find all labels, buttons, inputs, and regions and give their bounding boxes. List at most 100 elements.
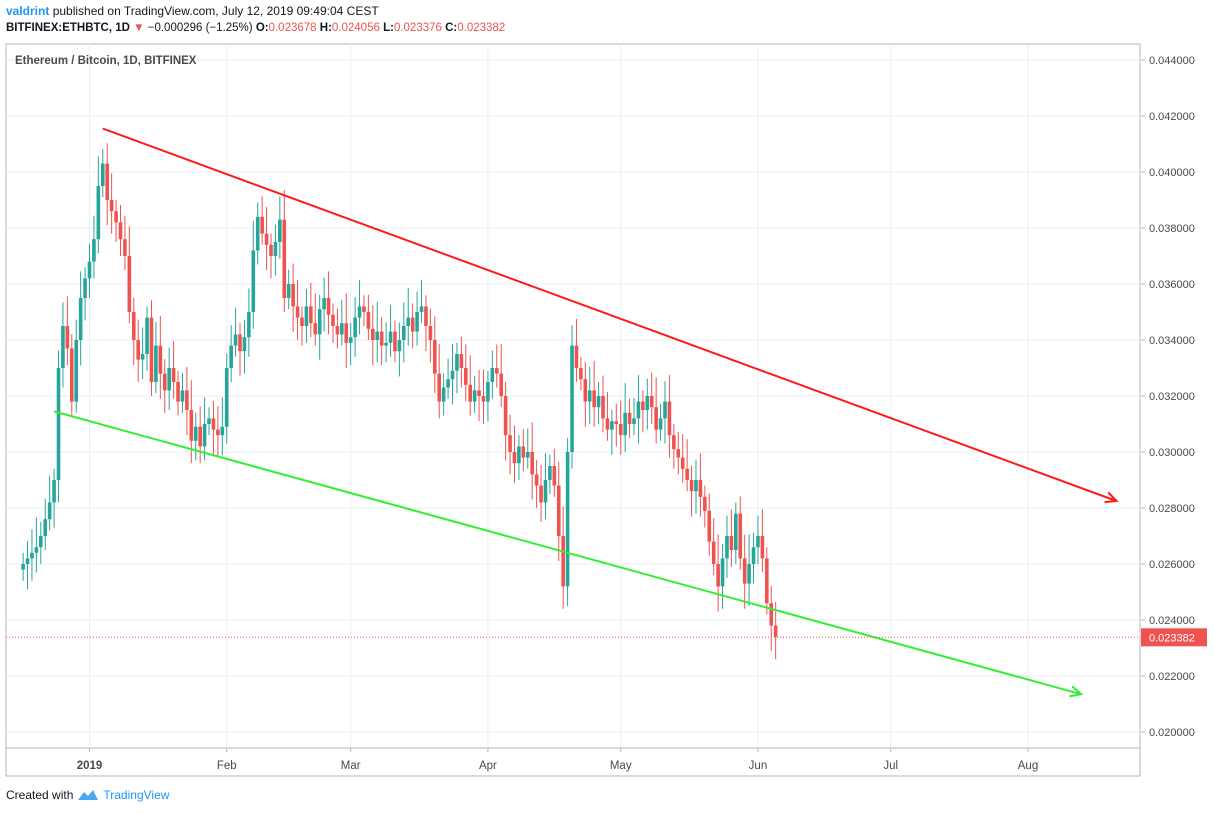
candle-down bbox=[437, 373, 442, 402]
candle-down bbox=[171, 368, 176, 382]
candle-up bbox=[543, 480, 548, 503]
support-trendline bbox=[53, 410, 1082, 696]
candle-up bbox=[87, 261, 92, 279]
close-label: C: bbox=[445, 22, 458, 34]
candle-down bbox=[264, 233, 269, 245]
candle-down bbox=[680, 457, 685, 469]
candle-up bbox=[52, 480, 56, 503]
candle-up bbox=[340, 323, 344, 335]
resistance-trendline bbox=[102, 127, 1117, 502]
candle-down bbox=[269, 244, 273, 256]
candle-up bbox=[756, 536, 760, 548]
candle-down bbox=[260, 216, 264, 234]
candle-up bbox=[167, 368, 171, 391]
candle-down bbox=[463, 368, 468, 385]
candle-down bbox=[65, 326, 70, 349]
candle-down bbox=[295, 306, 300, 318]
candle-up bbox=[587, 390, 592, 402]
candle-up bbox=[100, 163, 105, 186]
candle-down bbox=[769, 603, 774, 626]
candle-up bbox=[21, 564, 25, 570]
candle-up bbox=[145, 317, 149, 354]
candle-up bbox=[636, 401, 641, 419]
support-arrowhead bbox=[1069, 685, 1084, 698]
candle-down bbox=[238, 334, 242, 352]
candle-down bbox=[716, 564, 720, 587]
candle-down bbox=[481, 396, 486, 402]
candle-down bbox=[393, 331, 397, 352]
candle-down bbox=[424, 306, 428, 326]
candle-up bbox=[406, 317, 411, 326]
candle-down bbox=[136, 340, 140, 360]
candle-up bbox=[388, 331, 393, 343]
candle-down bbox=[508, 435, 512, 452]
candle-up bbox=[419, 306, 424, 312]
candle-down bbox=[618, 424, 623, 436]
y-tick-label: 0.020000 bbox=[1149, 727, 1195, 739]
candle-up bbox=[375, 331, 380, 340]
y-tick-label: 0.022000 bbox=[1149, 671, 1195, 683]
candle-down bbox=[216, 429, 220, 436]
candle-down bbox=[530, 452, 534, 475]
candle-down bbox=[477, 390, 481, 396]
candle-down bbox=[672, 435, 676, 450]
candle-down bbox=[331, 314, 335, 326]
candle-down bbox=[158, 345, 163, 374]
author-link[interactable]: valdrint bbox=[6, 4, 50, 18]
candle-up bbox=[140, 354, 145, 360]
x-tick-label: Mar bbox=[341, 760, 361, 772]
candle-up bbox=[96, 186, 101, 240]
candle-up bbox=[251, 250, 256, 312]
open-value: 0.023678 bbox=[268, 22, 317, 34]
candle-up bbox=[353, 317, 357, 338]
candle-up bbox=[322, 298, 326, 310]
candle-down bbox=[162, 373, 167, 391]
candle-down bbox=[69, 348, 74, 402]
x-tick-label: Apr bbox=[479, 760, 497, 772]
candle-down bbox=[300, 317, 304, 326]
candle-down bbox=[468, 384, 473, 402]
candle-down bbox=[512, 452, 517, 464]
candle-up bbox=[548, 466, 552, 480]
y-tick-label: 0.042000 bbox=[1149, 111, 1195, 123]
candle-up bbox=[446, 379, 450, 388]
candle-down bbox=[494, 368, 499, 374]
candle-up bbox=[720, 558, 725, 587]
candle-up bbox=[747, 564, 751, 584]
low-label: L: bbox=[383, 22, 394, 34]
candle-down bbox=[556, 485, 561, 536]
tradingview-brand[interactable]: TradingView bbox=[103, 788, 170, 802]
candle-up bbox=[207, 418, 211, 424]
candle-up bbox=[78, 298, 83, 340]
low-value: 0.023376 bbox=[393, 22, 442, 34]
candle-down bbox=[366, 312, 371, 329]
candle-down bbox=[344, 323, 349, 343]
candle-up bbox=[30, 552, 34, 559]
x-tick-label: Feb bbox=[217, 760, 237, 772]
candle-up bbox=[233, 334, 238, 346]
candle-up bbox=[92, 239, 96, 262]
candle-down bbox=[534, 474, 539, 486]
candle-down bbox=[605, 418, 610, 430]
candle-down bbox=[583, 379, 588, 402]
candle-down bbox=[627, 412, 632, 424]
change-down-icon: ▼ bbox=[133, 22, 145, 34]
tradingview-logo-icon bbox=[78, 790, 99, 800]
high-label: H: bbox=[319, 22, 332, 34]
candle-down bbox=[282, 219, 287, 298]
candle-up bbox=[610, 421, 614, 430]
candle-up bbox=[357, 306, 362, 318]
candle-up bbox=[734, 513, 738, 550]
candle-down bbox=[742, 558, 747, 584]
chart-title: Ethereum / Bitcoin, 1D, BITFINEX bbox=[15, 55, 197, 67]
candle-down bbox=[561, 536, 565, 587]
candle-up bbox=[751, 547, 756, 564]
candle-down bbox=[109, 200, 114, 212]
candle-down bbox=[189, 410, 194, 441]
candle-up bbox=[632, 418, 636, 424]
candle-up bbox=[202, 424, 207, 447]
candle-down bbox=[738, 513, 743, 559]
candle-down bbox=[114, 211, 118, 223]
candle-down bbox=[105, 163, 110, 200]
